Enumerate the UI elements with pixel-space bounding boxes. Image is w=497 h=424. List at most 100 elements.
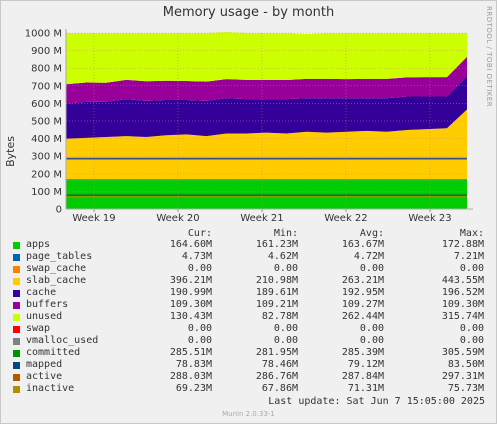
legend-max: 0.00 (459, 335, 484, 346)
memory-chart: 0 100 M 200 M 300 M 400 M 500 M 600 M 700 M 800 … (25, 29, 473, 224)
area-page-tables (66, 179, 467, 181)
y-tick-label: 100 M (31, 187, 62, 198)
legend-row-page-tables: page_tables 4.73M 4.62M 4.72M 7.21M (12, 251, 492, 263)
legend-cur: 396.21M (169, 275, 212, 286)
legend-table: apps 164.60M 161.23M 163.67M 172.88M pag… (12, 239, 492, 395)
y-tick-label: 300 M (31, 152, 62, 163)
y-tick-label: 700 M (31, 81, 62, 92)
legend-avg: 0.00 (359, 335, 384, 346)
legend-cur: 190.99M (169, 287, 212, 298)
legend-name: slab_cache (26, 275, 87, 286)
legend-min: 161.23M (255, 239, 298, 250)
legend-name: vmalloc_used (26, 335, 99, 346)
legend-max: 0.00 (459, 323, 484, 334)
legend-row-swap-cache: swap_cache 0.00 0.00 0.00 0.00 (12, 263, 492, 275)
legend-avg: 263.21M (341, 275, 384, 286)
legend-max: 443.55M (441, 275, 484, 286)
legend-max: 109.30M (441, 299, 484, 310)
y-tick-label: 900 M (31, 46, 62, 57)
x-tick-label: Week 22 (324, 213, 367, 224)
legend-avg: 79.12M (347, 359, 384, 370)
legend-name: committed (26, 347, 81, 358)
legend-row-buffers: buffers 109.30M 109.21M 109.27M 109.30M (12, 299, 492, 311)
legend-avg: 192.95M (341, 287, 384, 298)
legend-swatch (13, 386, 20, 393)
legend-row-mapped: mapped 78.83M 78.46M 79.12M 83.50M (12, 359, 492, 371)
legend-min: 281.95M (255, 347, 298, 358)
legend-row-slab-cache: slab_cache 396.21M 210.98M 263.21M 443.5… (12, 275, 492, 287)
legend-min: 286.76M (255, 371, 298, 382)
legend-cur: 109.30M (169, 299, 212, 310)
legend-swatch (13, 350, 20, 357)
header-avg: Avg: (359, 228, 384, 239)
legend-max: 315.74M (441, 311, 484, 322)
legend-cur: 0.00 (187, 335, 212, 346)
header-min: Min: (273, 228, 298, 239)
legend-avg: 4.72M (353, 251, 384, 262)
legend-avg: 285.39M (341, 347, 384, 358)
legend-min: 210.98M (255, 275, 298, 286)
legend-swatch (13, 338, 20, 345)
legend-max: 196.52M (441, 287, 484, 298)
legend-swatch (13, 254, 20, 261)
legend-max: 0.00 (459, 263, 484, 274)
legend-max: 172.88M (441, 239, 484, 250)
legend-cur: 0.00 (187, 263, 212, 274)
legend-min: 189.61M (255, 287, 298, 298)
legend-max: 297.31M (441, 371, 484, 382)
legend-avg: 71.31M (347, 383, 384, 394)
last-update: Last update: Sat Jun 7 15:05:00 2025 (268, 396, 485, 407)
legend-max: 83.50M (447, 359, 484, 370)
legend-row-cache: cache 190.99M 189.61M 192.95M 196.52M (12, 287, 492, 299)
area-cache (66, 76, 467, 139)
legend-row-active: active 288.03M 286.76M 287.84M 297.31M (12, 371, 492, 383)
legend-swatch (13, 326, 20, 333)
header-max: Max: (459, 228, 484, 239)
legend-name: page_tables (26, 251, 93, 262)
legend-avg: 287.84M (341, 371, 384, 382)
rrdtool-credit: RRDTOOL / TOBI OETIKER (485, 6, 493, 108)
legend-min: 82.78M (261, 311, 298, 322)
legend-swatch (13, 302, 20, 309)
legend-swatch (13, 242, 20, 249)
legend-row-vmalloc-used: vmalloc_used 0.00 0.00 0.00 0.00 (12, 335, 492, 347)
area-unused (66, 32, 467, 85)
legend-min: 0.00 (273, 323, 298, 334)
legend-swatch (13, 278, 20, 285)
munin-version: Munin 2.0.33-1 (222, 410, 275, 418)
legend-min: 4.62M (267, 251, 298, 262)
legend-min: 109.21M (255, 299, 298, 310)
legend-cur: 78.83M (175, 359, 212, 370)
y-tick-label: 200 M (31, 169, 62, 180)
legend-swatch (13, 314, 20, 321)
legend-name: cache (26, 287, 57, 298)
header-cur: Cur: (187, 228, 212, 239)
y-tick-label: 0 (56, 205, 62, 216)
legend-avg: 163.67M (341, 239, 384, 250)
legend-cur: 69.23M (175, 383, 212, 394)
legend-cur: 164.60M (169, 239, 212, 250)
legend-min: 67.86M (261, 383, 298, 394)
legend-avg: 262.44M (341, 311, 384, 322)
legend-name: inactive (26, 383, 75, 394)
legend-name: swap_cache (26, 263, 87, 274)
legend-max: 305.59M (441, 347, 484, 358)
x-tick-label: Week 23 (408, 213, 451, 224)
legend-avg: 0.00 (359, 323, 384, 334)
legend-min: 78.46M (261, 359, 298, 370)
y-tick-label: 500 M (31, 117, 62, 128)
x-tick-label: Week 20 (156, 213, 199, 224)
y-tick-label: 1000 M (25, 29, 62, 40)
x-tick-label: Week 21 (240, 213, 283, 224)
legend-row-unused: unused 130.43M 82.78M 262.44M 315.74M (12, 311, 492, 323)
area-buffers (66, 56, 467, 104)
legend-cur: 288.03M (169, 371, 212, 382)
legend-name: buffers (26, 299, 69, 310)
y-tick-label: 600 M (31, 99, 62, 110)
area-slab-cache (66, 109, 467, 180)
legend-min: 0.00 (273, 263, 298, 274)
legend-min: 0.00 (273, 335, 298, 346)
legend-max: 7.21M (453, 251, 484, 262)
legend-cur: 130.43M (169, 311, 212, 322)
legend-swatch (13, 290, 20, 297)
